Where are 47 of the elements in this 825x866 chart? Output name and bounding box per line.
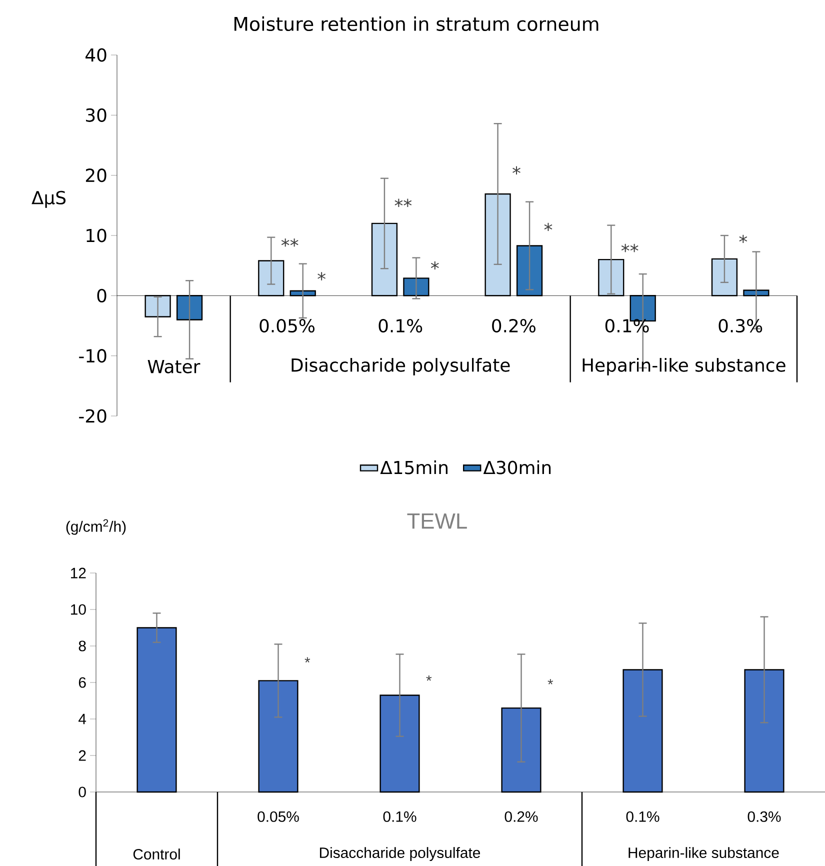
annotation: *: [430, 261, 439, 270]
y-tick-label: 30: [86, 108, 106, 122]
y-tick-label: 10: [86, 228, 106, 242]
x-tick-label: 0.1%: [378, 318, 422, 333]
y-tick-label: 2: [78, 750, 86, 761]
x-tick-label: 0.2%: [504, 811, 538, 822]
annotation: Disaccharide polysulfate: [292, 358, 510, 376]
annotation: *: [544, 222, 552, 232]
x-tick-label: 0.1%: [383, 811, 416, 822]
annotation: *: [304, 657, 310, 663]
y-tick-label: 4: [78, 714, 86, 724]
annotation: Water: [148, 360, 200, 374]
legend-label: Δ30min: [483, 460, 551, 474]
x-tick-label: 0.05%: [260, 318, 314, 333]
chart-title: TEWL: [407, 513, 467, 529]
text: Control: [133, 848, 180, 860]
text: Disaccharide polysulfate: [320, 847, 480, 861]
y-tick-label: 10: [71, 604, 86, 615]
y-tick-label: -10: [79, 349, 106, 363]
chart-title: Moisture retention in stratum corneum: [234, 16, 598, 32]
annotation: **: [281, 238, 298, 247]
y-tick-label: 40: [86, 48, 106, 62]
y-tick-label: 0: [97, 288, 106, 302]
y-tick-label: -20: [79, 409, 106, 423]
annotation: **: [621, 244, 638, 252]
annotation: Heparin-like substance: [582, 358, 786, 376]
y-axis-title: (g/cm$^{2}$/h): [66, 519, 126, 535]
annotation: *: [512, 166, 520, 174]
y-tick-label: 0: [78, 786, 86, 798]
annotation: *: [318, 272, 326, 280]
x-tick-label: 0.3%: [718, 318, 762, 333]
y-tick-label: 20: [86, 168, 106, 182]
x-tick-label: 0.1%: [605, 318, 649, 333]
x-tick-label: 0.3%: [748, 811, 781, 822]
annotation: *: [426, 676, 432, 681]
y-tick-label: 6: [78, 677, 86, 688]
annotation: *: [548, 679, 554, 684]
y-axis-title: ΔμS: [32, 190, 66, 208]
annotation: *: [739, 234, 748, 244]
x-tick-label: 0.05%: [258, 811, 299, 822]
legend-label: Δ15min: [380, 460, 448, 474]
text: Heparin-like substance: [628, 847, 779, 861]
y-tick-label: 8: [78, 640, 86, 652]
y-tick-label: 12: [71, 568, 86, 578]
annotation: **: [394, 198, 412, 207]
x-tick-label: 0.2%: [492, 318, 536, 333]
x-tick-label: 0.1%: [626, 811, 660, 822]
